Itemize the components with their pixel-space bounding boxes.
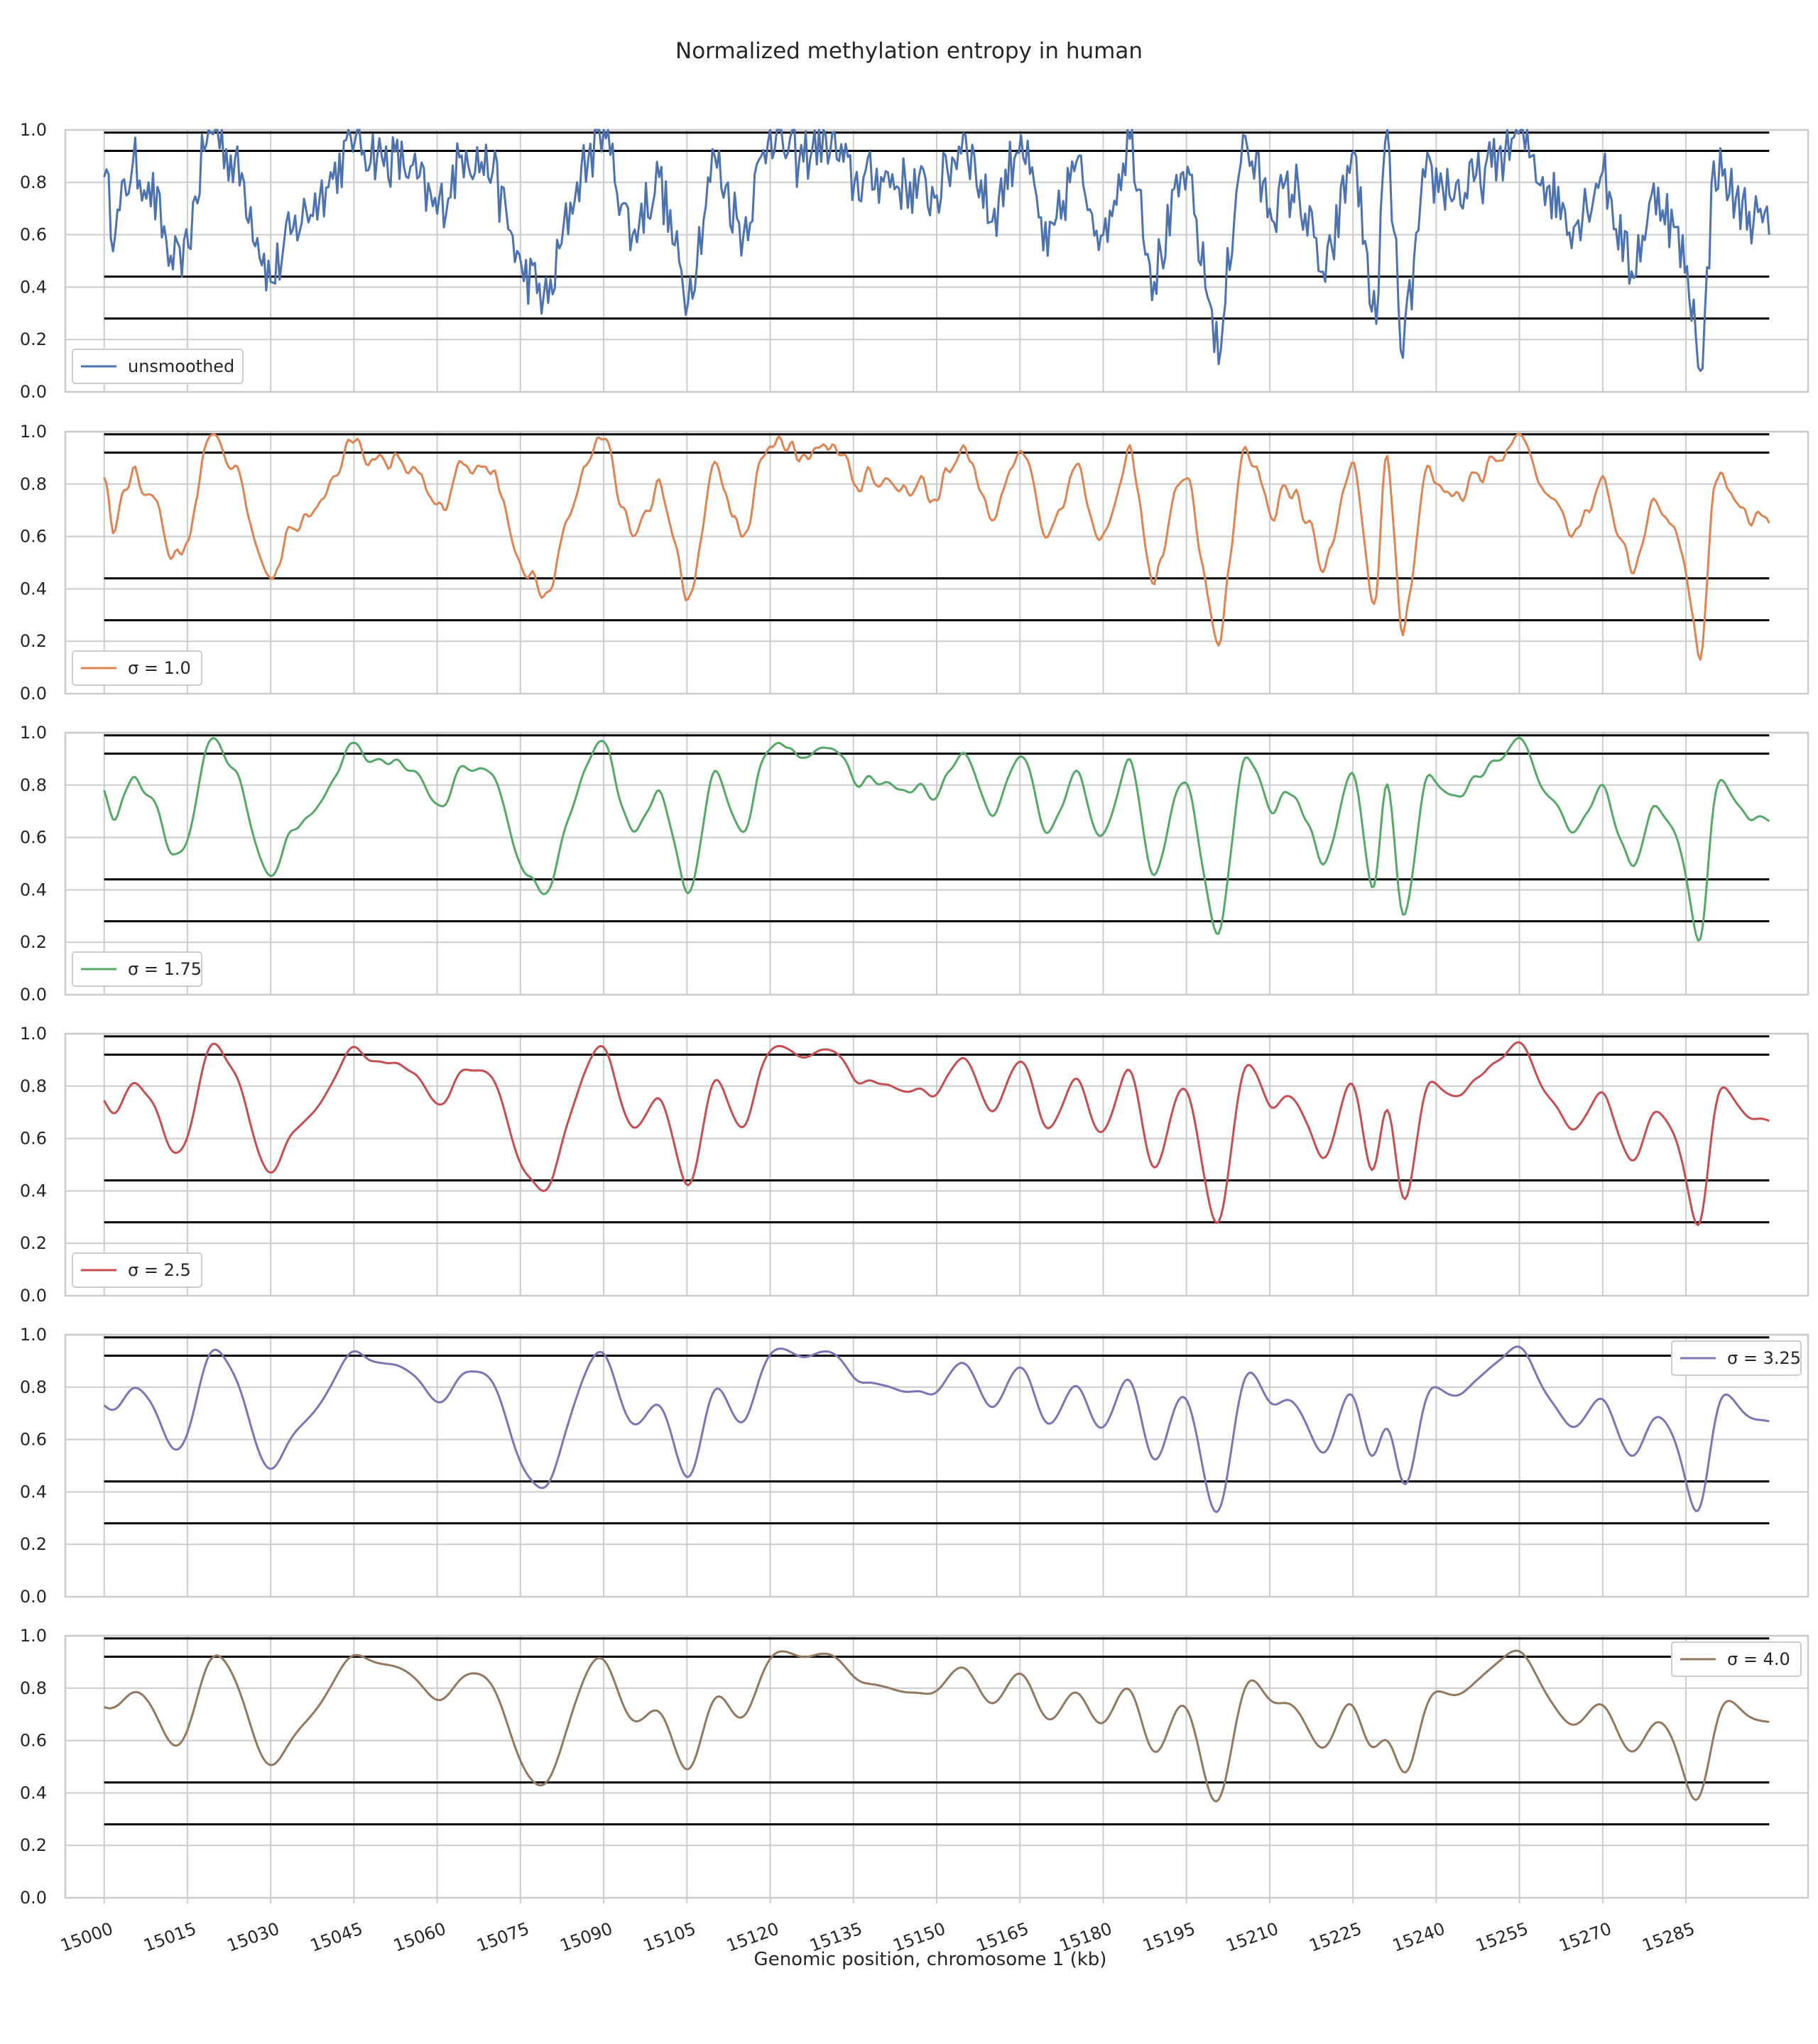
axes-frame [64,430,1809,695]
y-tick-label: 0.6 [20,527,47,547]
legend: unsmoothed [72,349,244,384]
y-tick-label: 0.6 [20,225,47,245]
y-tick-label: 0.6 [20,1129,47,1149]
y-tick-label: 0.8 [20,474,47,494]
legend-box [72,1252,202,1288]
legend-box [1671,1641,1802,1677]
y-tick-label: 0.0 [20,1587,47,1607]
legend: σ = 4.0 [1671,1641,1802,1677]
y-tick-label: 0.0 [20,1286,47,1306]
series-line [103,1345,1770,1514]
subplot-stack: 0.0 0.2 0.4 0.6 0.8 1.0 unsmoothed 0.0 0.2 0.4 0.6… [20,120,1809,1908]
chart-title: Normalized methylation entropy in human [675,38,1143,64]
subplot-5: 0.0 0.2 0.4 0.6 0.8 1.0 σ = 3.25 [20,1325,1809,1607]
legend-label: unsmoothed [128,356,234,376]
axes-frame [64,1032,1809,1297]
y-tick-label: 1.0 [20,120,47,140]
series-line [104,1649,1770,1803]
legend: σ = 1.75 [72,951,202,987]
legend-label: σ = 2.5 [128,1260,191,1280]
axes-frame [64,129,1809,393]
y-tick-label: 0.2 [20,1534,47,1554]
legend-box [72,349,244,384]
series-line [103,1041,1770,1226]
y-tick-label: 0.4 [20,1783,47,1803]
legend: σ = 3.25 [1671,1340,1802,1376]
y-tick-label: 0.2 [20,1233,47,1253]
y-tick-label: 1.0 [20,1325,47,1345]
legend-label: σ = 1.75 [128,959,202,979]
series-line [103,736,1770,942]
y-tick-label: 0.4 [20,277,47,297]
y-tick-label: 1.0 [20,1024,47,1044]
subplot-1: 0.0 0.2 0.4 0.6 0.8 1.0 unsmoothed [20,120,1809,402]
y-tick-label: 0.6 [20,1430,47,1450]
y-tick-label: 1.0 [20,723,47,743]
subplot-3: 0.0 0.2 0.4 0.6 0.8 1.0 σ = 1.75 [20,723,1809,1005]
axes-frame [64,1333,1809,1598]
legend-box [72,650,202,686]
y-tick-label: 0.4 [20,880,47,900]
y-tick-label: 0.6 [20,1731,47,1751]
y-tick-label: 0.2 [20,932,47,952]
y-tick-label: 0.8 [20,173,47,192]
axes-frame [64,731,1809,996]
y-tick-label: 0.2 [20,1835,47,1855]
y-tick-label: 0.2 [20,329,47,349]
y-tick-label: 0.0 [20,1888,47,1908]
y-tick-label: 0.8 [20,1678,47,1698]
y-tick-label: 0.2 [20,631,47,651]
y-tick-label: 0.4 [20,1181,47,1201]
subplot-4: 0.0 0.2 0.4 0.6 0.8 1.0 σ = 2.5 [20,1024,1809,1306]
y-tick-label: 0.4 [20,1482,47,1502]
series-line [103,129,1770,372]
y-tick-label: 0.4 [20,579,47,599]
legend-label: σ = 3.25 [1727,1348,1801,1368]
y-tick-label: 0.8 [20,1076,47,1096]
legend-box [72,951,202,987]
legend-box [1671,1340,1802,1376]
y-tick-label: 0.0 [20,985,47,1005]
legend: σ = 1.0 [72,650,202,686]
series-line [103,432,1770,661]
x-axis-label: Genomic position, chromosome 1 (kb) [754,1949,1107,1970]
legend-label: σ = 4.0 [1727,1649,1790,1669]
subplot-2: 0.0 0.2 0.4 0.6 0.8 1.0 σ = 1.0 [20,422,1809,704]
y-tick-label: 0.8 [20,775,47,795]
y-tick-label: 1.0 [20,422,47,442]
y-tick-label: 0.8 [20,1377,47,1397]
legend: σ = 2.5 [72,1252,202,1288]
y-tick-label: 0.6 [20,828,47,848]
y-tick-label: 1.0 [20,1626,47,1646]
y-tick-label: 0.0 [20,382,47,402]
y-tick-label: 0.0 [20,684,47,704]
legend-label: σ = 1.0 [128,658,191,678]
